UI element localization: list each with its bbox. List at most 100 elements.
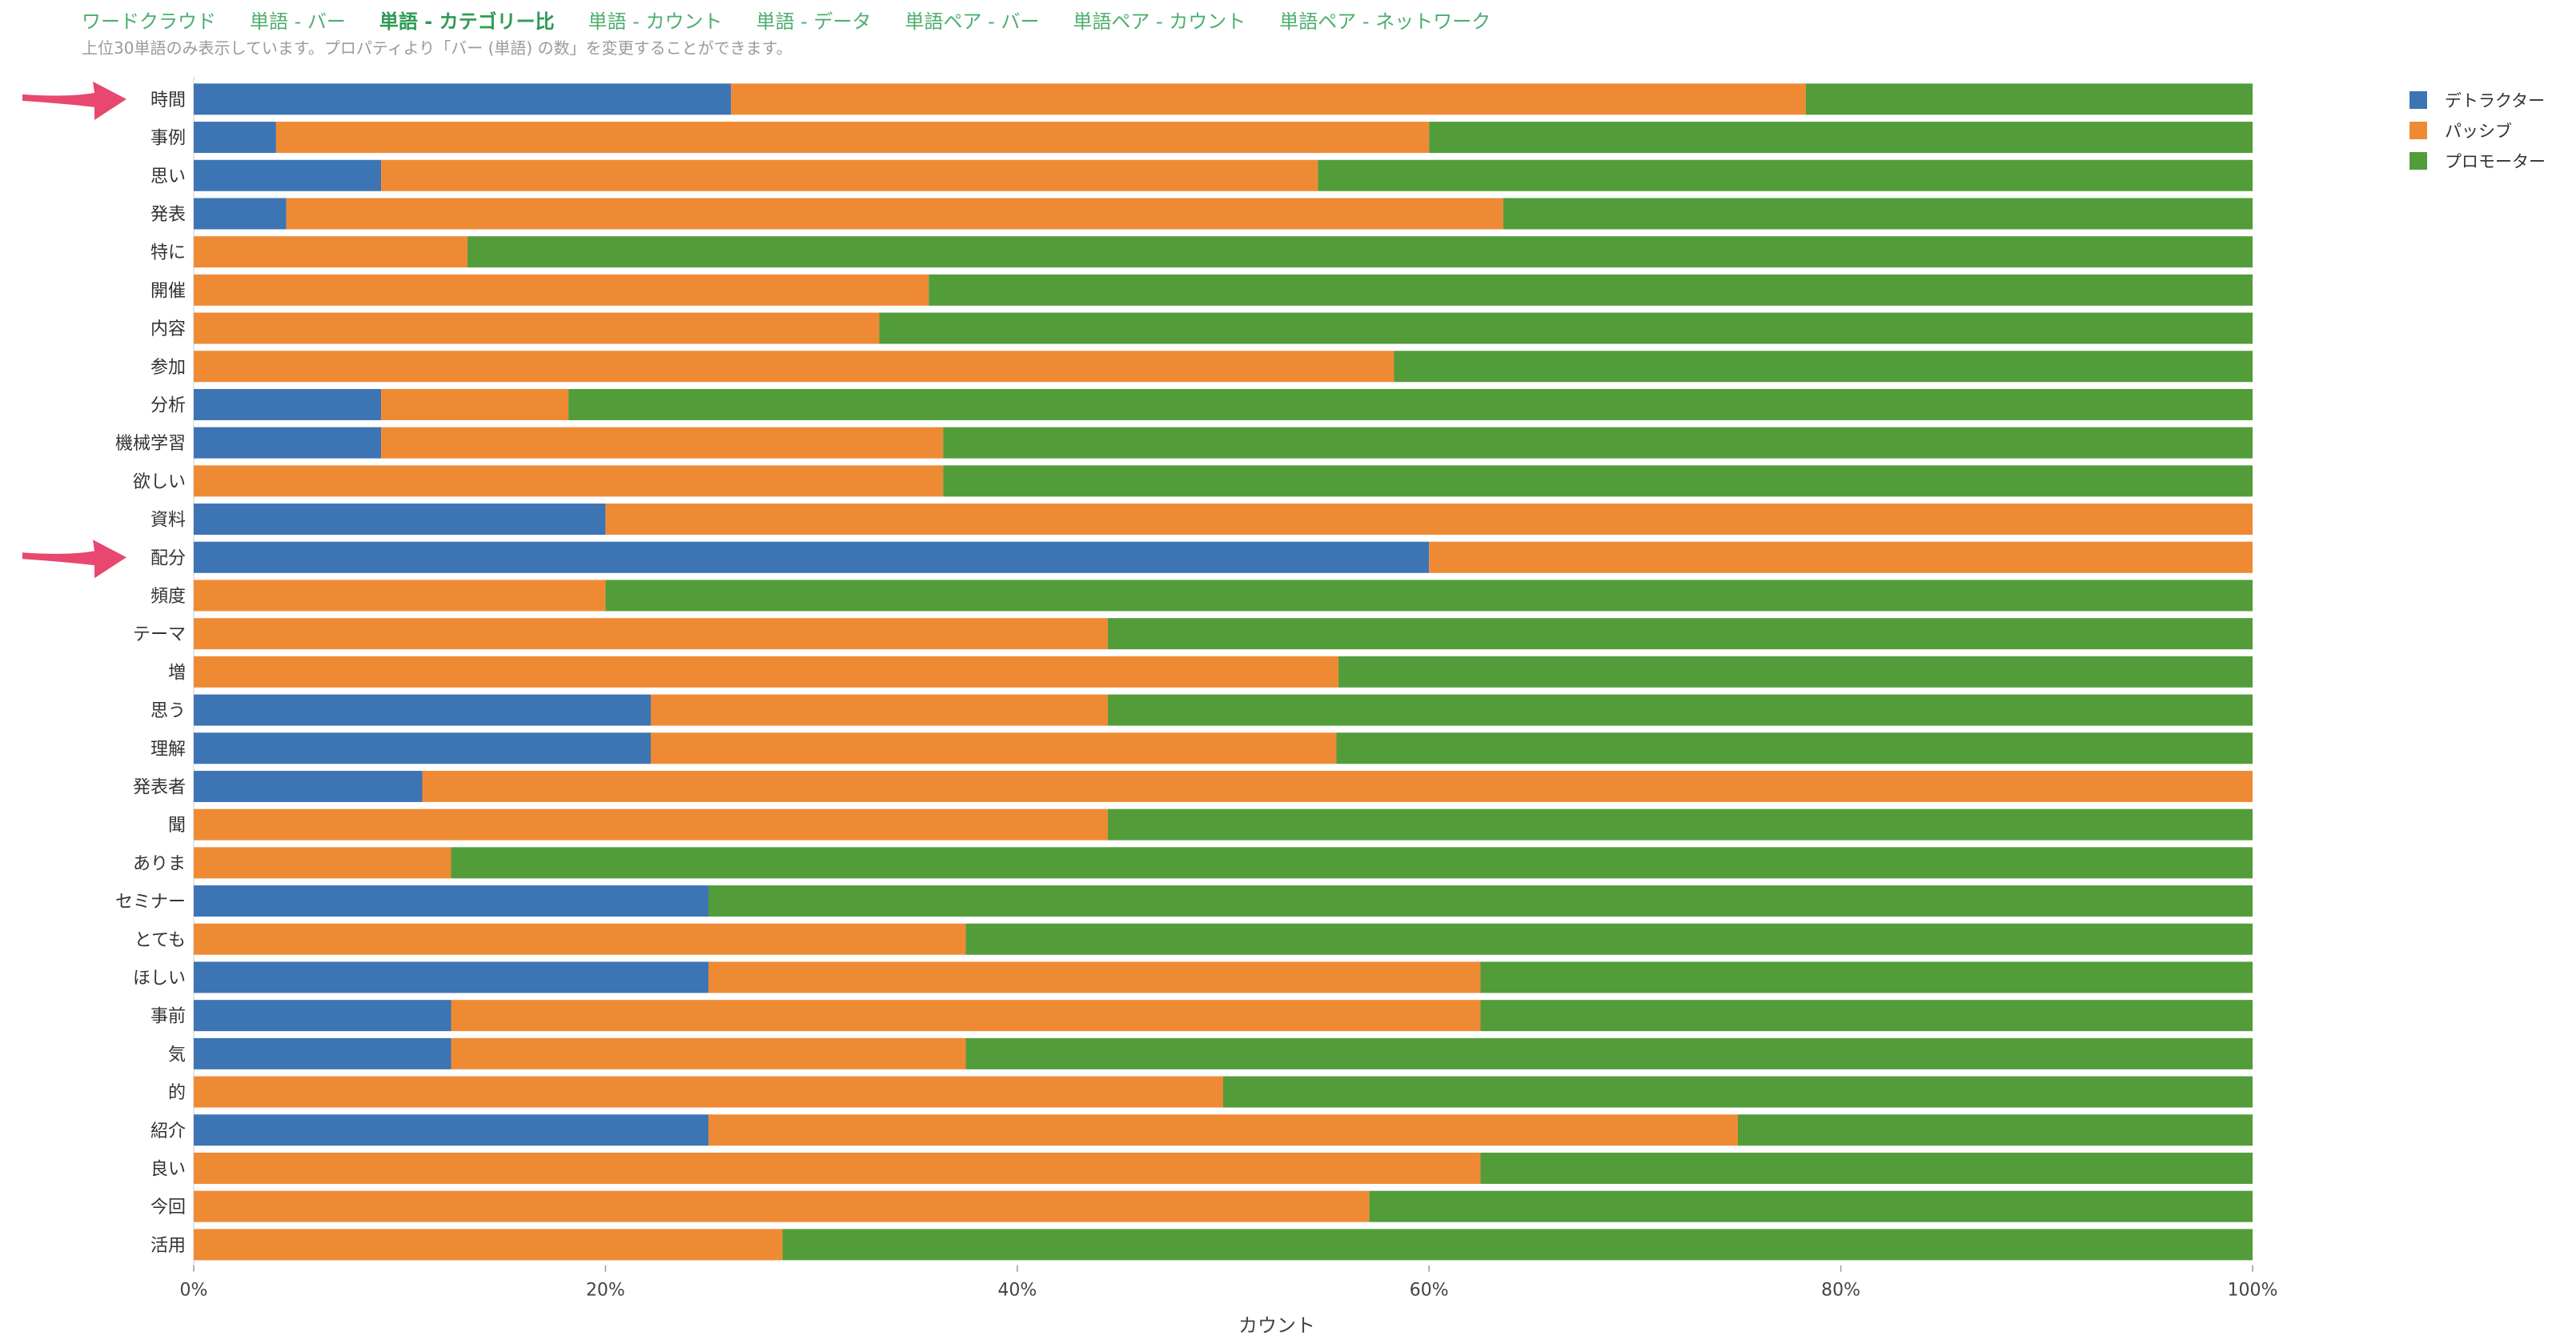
y-tick-label: 今回 (150, 1198, 186, 1218)
x-tick-label: 0% (180, 1281, 208, 1301)
bar-segment[interactable] (194, 580, 606, 612)
bar-segment[interactable] (194, 808, 1108, 841)
bar-segment[interactable] (467, 236, 2253, 268)
tab-5[interactable]: 単語ペア - バー (905, 10, 1040, 33)
bar-segment[interactable] (1738, 1114, 2253, 1146)
bar-segment[interactable] (650, 732, 1337, 764)
bar-segment[interactable] (194, 274, 929, 306)
bar-segment[interactable] (194, 504, 606, 536)
bar-segment[interactable] (1394, 351, 2253, 383)
bar-segment[interactable] (1805, 83, 2253, 115)
bar-segment[interactable] (194, 388, 382, 420)
bar-segment[interactable] (194, 159, 382, 191)
bar-segment[interactable] (451, 1000, 1481, 1032)
bar-segment[interactable] (194, 1190, 1370, 1222)
y-tick-label: 機械学習 (115, 434, 186, 454)
tab-0[interactable]: ワードクラウド (82, 10, 216, 33)
legend-item[interactable]: パッシブ (2409, 115, 2546, 146)
legend-item[interactable]: プロモーター (2409, 146, 2546, 176)
y-tick-label: セミナー (115, 893, 186, 913)
bar-segment[interactable] (605, 580, 2253, 612)
tab-bar: ワードクラウド 単語 - バー 単語 - カテゴリー比 単語 - カウント 単語 - デ… (82, 3, 1524, 35)
legend-swatch (2409, 91, 2427, 109)
bar-segment[interactable] (965, 923, 2253, 955)
bar-segment[interactable] (194, 236, 468, 268)
bar-segment[interactable] (879, 312, 2253, 344)
bar-segment[interactable] (731, 83, 1806, 115)
tab-6[interactable]: 単語ペア - カウント (1073, 10, 1246, 33)
bar-segment[interactable] (605, 504, 2253, 536)
bar-segment[interactable] (194, 1000, 451, 1032)
bar-segment[interactable] (1223, 1076, 2253, 1108)
bar-segment[interactable] (194, 312, 880, 344)
bar-segment[interactable] (650, 694, 1108, 726)
legend-swatch (2409, 122, 2427, 139)
x-tick-label: 20% (586, 1281, 625, 1301)
bar-segment[interactable] (381, 159, 1318, 191)
tab-1[interactable]: 単語 - バー (250, 10, 346, 33)
bar-segment[interactable] (194, 351, 1394, 383)
bar-segment[interactable] (1369, 1190, 2253, 1222)
bar-segment[interactable] (194, 1229, 783, 1261)
bar-segment[interactable] (708, 1114, 1738, 1146)
bar-segment[interactable] (1480, 961, 2253, 993)
bar-segment[interactable] (194, 1114, 708, 1146)
y-tick-label: 事例 (150, 129, 186, 149)
bar-segment[interactable] (1480, 1000, 2253, 1032)
bar-segment[interactable] (965, 1037, 2253, 1069)
tab-2[interactable]: 単語 - カテゴリー比 (379, 10, 555, 33)
bar-segment[interactable] (1429, 122, 2253, 154)
bar-segment[interactable] (1107, 808, 2253, 841)
bar-segment[interactable] (194, 427, 382, 459)
bar-segment[interactable] (194, 198, 287, 230)
bar-segment[interactable] (194, 122, 276, 154)
bar-segment[interactable] (194, 465, 944, 497)
bar-segment[interactable] (943, 427, 2253, 459)
bar-segment[interactable] (1480, 1152, 2253, 1184)
bar-segment[interactable] (1338, 656, 2253, 688)
bar-segment[interactable] (451, 1037, 966, 1069)
bar-segment[interactable] (381, 388, 569, 420)
bar-segment[interactable] (929, 274, 2253, 306)
bar-segment[interactable] (286, 198, 1503, 230)
bar-segment[interactable] (194, 618, 1108, 650)
x-tick-label: 40% (997, 1281, 1037, 1301)
bar-segment[interactable] (194, 694, 651, 726)
bar-segment[interactable] (708, 961, 1481, 993)
bar-segment[interactable] (275, 122, 1430, 154)
legend-item[interactable]: デトラクター (2409, 85, 2546, 115)
bar-segment[interactable] (708, 885, 2253, 917)
tab-3[interactable]: 単語 - カウント (588, 10, 723, 33)
bar-segment[interactable] (194, 885, 708, 917)
y-tick-label: 聞 (168, 816, 186, 836)
bar-segment[interactable] (451, 847, 2253, 879)
bar-segment[interactable] (194, 1076, 1223, 1108)
tab-7[interactable]: 単語ペア - ネットワーク (1279, 10, 1491, 33)
bar-segment[interactable] (1429, 541, 2253, 573)
bar-segment[interactable] (381, 427, 944, 459)
bar-segment[interactable] (194, 847, 451, 879)
bar-segment[interactable] (194, 770, 423, 802)
bar-segment[interactable] (1503, 198, 2253, 230)
legend-swatch (2409, 152, 2427, 170)
bar-segment[interactable] (1107, 618, 2253, 650)
bar-segment[interactable] (943, 465, 2253, 497)
bar-segment[interactable] (1336, 732, 2253, 764)
bar-segment[interactable] (194, 923, 966, 955)
bar-segment[interactable] (568, 388, 2253, 420)
bar-segment[interactable] (194, 656, 1339, 688)
bar-segment[interactable] (194, 541, 1430, 573)
y-tick-label: 配分 (150, 548, 186, 568)
bar-segment[interactable] (194, 1037, 451, 1069)
bar-segment[interactable] (782, 1229, 2253, 1261)
y-tick-label: 発表者 (133, 777, 186, 797)
legend-label: デトラクター (2445, 91, 2546, 110)
tab-4[interactable]: 単語 - データ (756, 10, 872, 33)
bar-segment[interactable] (422, 770, 2253, 802)
bar-segment[interactable] (194, 732, 651, 764)
bar-segment[interactable] (1318, 159, 2253, 191)
bar-segment[interactable] (1107, 694, 2253, 726)
bar-segment[interactable] (194, 961, 708, 993)
bar-segment[interactable] (194, 1152, 1481, 1184)
bar-segment[interactable] (194, 83, 732, 115)
